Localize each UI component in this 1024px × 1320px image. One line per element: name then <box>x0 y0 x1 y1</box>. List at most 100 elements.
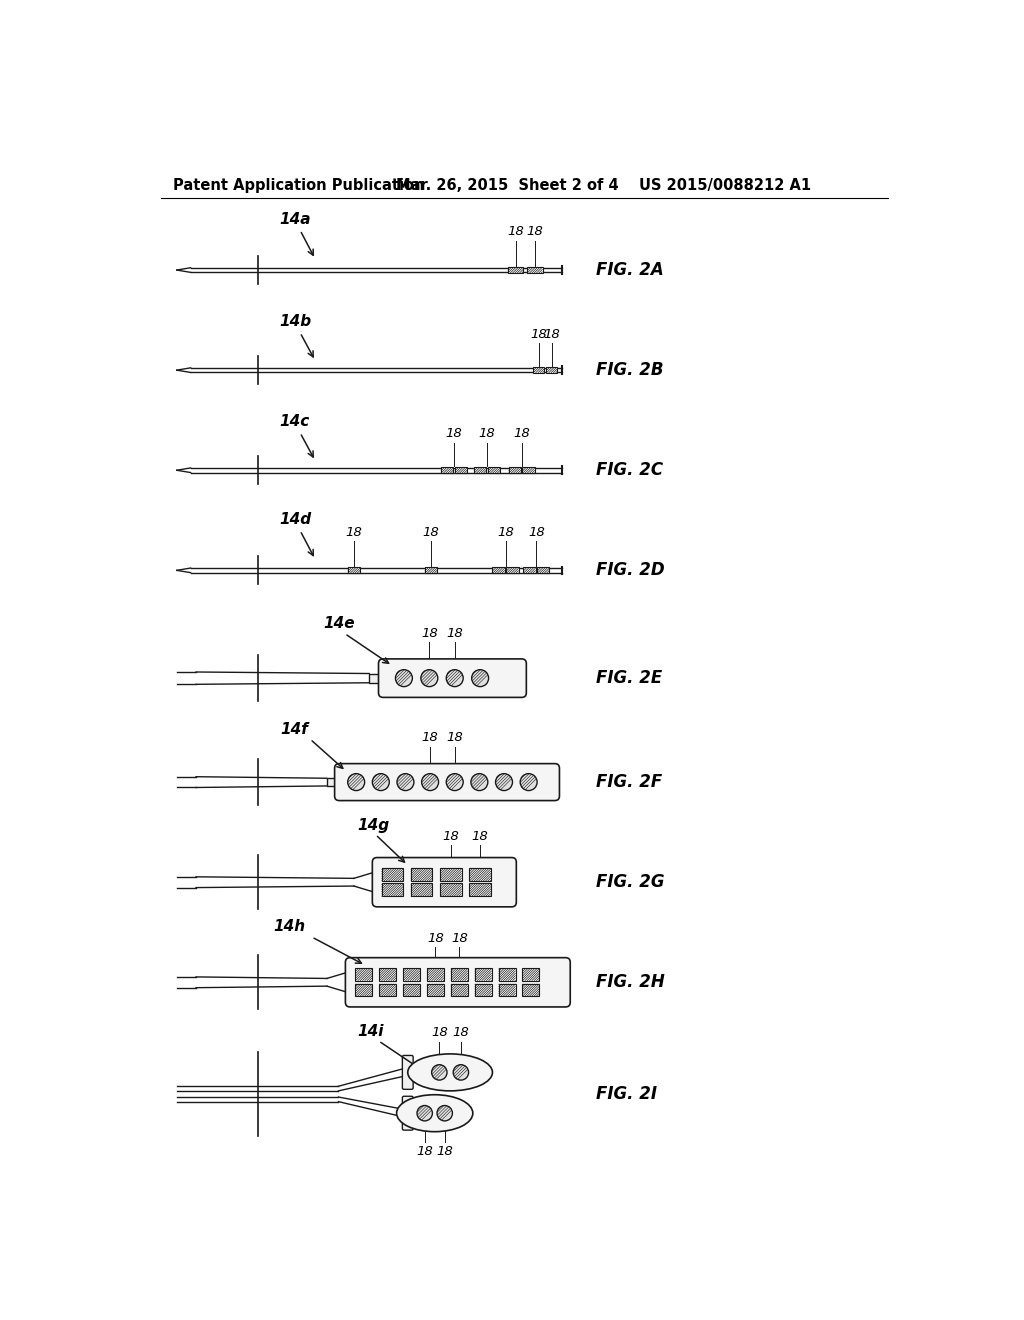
FancyBboxPatch shape <box>402 1056 413 1089</box>
Bar <box>379 969 396 981</box>
Text: 14c: 14c <box>280 414 309 429</box>
Bar <box>475 969 492 981</box>
Bar <box>355 969 373 981</box>
Text: 18: 18 <box>431 1026 447 1039</box>
Text: FIG. 2H: FIG. 2H <box>596 973 666 991</box>
Circle shape <box>472 669 488 686</box>
Bar <box>475 983 492 997</box>
Bar <box>499 969 515 981</box>
Text: FIG. 2F: FIG. 2F <box>596 774 663 791</box>
Text: 18: 18 <box>453 1026 469 1039</box>
Text: 18: 18 <box>446 731 463 744</box>
Circle shape <box>520 774 538 791</box>
Circle shape <box>454 1065 469 1080</box>
Bar <box>425 568 437 573</box>
Text: 14g: 14g <box>357 818 390 833</box>
Bar <box>522 467 535 474</box>
Circle shape <box>437 1106 453 1121</box>
Text: 18: 18 <box>507 226 524 239</box>
Bar <box>527 267 543 273</box>
FancyBboxPatch shape <box>402 1096 413 1130</box>
Text: 18: 18 <box>544 327 560 341</box>
Bar <box>382 869 403 880</box>
Text: US 2015/0088212 A1: US 2015/0088212 A1 <box>639 178 811 193</box>
Text: 18: 18 <box>423 525 439 539</box>
Bar <box>427 983 444 997</box>
Bar <box>538 568 550 573</box>
Bar <box>403 983 420 997</box>
Bar <box>509 467 521 474</box>
Text: Patent Application Publication: Patent Application Publication <box>173 178 424 193</box>
Circle shape <box>496 774 512 791</box>
Text: 18: 18 <box>478 428 496 441</box>
Bar <box>355 983 373 997</box>
FancyBboxPatch shape <box>345 958 570 1007</box>
Text: 18: 18 <box>451 932 468 945</box>
Bar <box>499 983 515 997</box>
Circle shape <box>446 774 463 791</box>
Bar <box>493 568 505 573</box>
Ellipse shape <box>396 1094 473 1131</box>
Bar <box>523 568 536 573</box>
Bar <box>534 367 544 372</box>
Bar <box>427 969 444 981</box>
Text: 14b: 14b <box>280 314 311 329</box>
Text: FIG. 2G: FIG. 2G <box>596 874 665 891</box>
Text: FIG. 2A: FIG. 2A <box>596 261 665 279</box>
Text: 14i: 14i <box>357 1024 384 1039</box>
FancyBboxPatch shape <box>379 659 526 697</box>
Text: 18: 18 <box>446 627 463 640</box>
Bar <box>455 467 467 474</box>
Bar <box>327 779 339 785</box>
Text: 18: 18 <box>422 731 438 744</box>
Circle shape <box>348 774 365 791</box>
Text: FIG. 2E: FIG. 2E <box>596 669 663 688</box>
Bar <box>469 869 490 880</box>
Bar <box>487 467 500 474</box>
Bar <box>382 883 403 896</box>
Bar <box>547 367 557 372</box>
Bar <box>441 467 454 474</box>
Bar <box>440 883 462 896</box>
Circle shape <box>446 669 463 686</box>
Circle shape <box>421 669 438 686</box>
Ellipse shape <box>408 1053 493 1090</box>
Text: 18: 18 <box>526 226 543 239</box>
Text: 14e: 14e <box>323 616 354 631</box>
Bar <box>403 969 420 981</box>
Bar <box>411 883 432 896</box>
Bar <box>522 983 540 997</box>
Text: 18: 18 <box>513 428 530 441</box>
Text: FIG. 2C: FIG. 2C <box>596 461 664 479</box>
Text: 18: 18 <box>442 830 459 843</box>
Text: Mar. 26, 2015  Sheet 2 of 4: Mar. 26, 2015 Sheet 2 of 4 <box>396 178 618 193</box>
Text: 14f: 14f <box>281 722 308 737</box>
Text: 18: 18 <box>436 1144 453 1158</box>
Bar <box>348 568 360 573</box>
Circle shape <box>373 774 389 791</box>
FancyBboxPatch shape <box>335 763 559 800</box>
Bar <box>379 983 396 997</box>
Bar <box>474 467 486 474</box>
Text: 18: 18 <box>472 830 488 843</box>
Bar <box>451 983 468 997</box>
Bar <box>508 267 523 273</box>
Circle shape <box>417 1106 432 1121</box>
Text: 14a: 14a <box>280 211 310 227</box>
Circle shape <box>395 669 413 686</box>
Bar <box>469 883 490 896</box>
Bar <box>411 869 432 880</box>
Bar <box>451 969 468 981</box>
Circle shape <box>397 774 414 791</box>
Bar <box>440 869 462 880</box>
Text: 18: 18 <box>345 525 362 539</box>
Text: 18: 18 <box>427 932 443 945</box>
Text: 18: 18 <box>445 428 462 441</box>
Text: 18: 18 <box>528 525 545 539</box>
Circle shape <box>471 774 487 791</box>
Text: 18: 18 <box>417 1144 433 1158</box>
Circle shape <box>432 1065 447 1080</box>
Text: 14h: 14h <box>273 920 305 935</box>
Text: FIG. 2D: FIG. 2D <box>596 561 665 579</box>
Text: FIG. 2I: FIG. 2I <box>596 1085 657 1104</box>
